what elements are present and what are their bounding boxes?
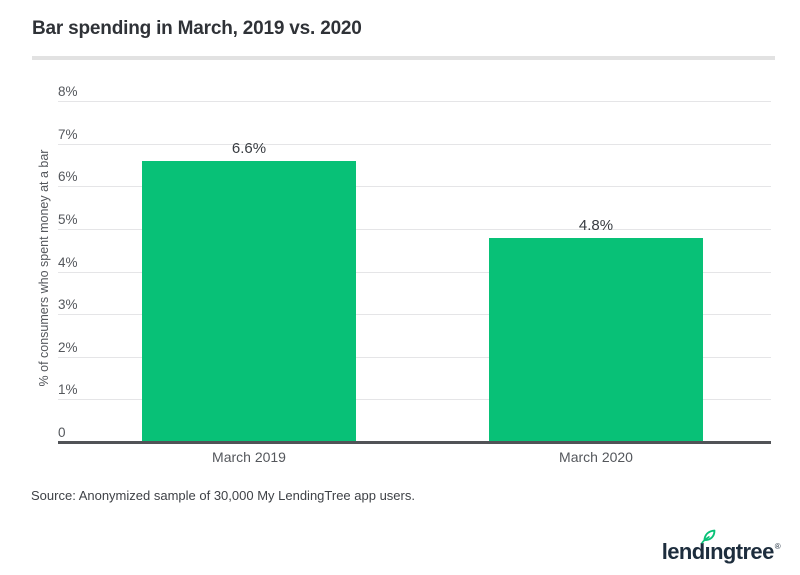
y-tick-label-3%: 3% — [58, 297, 78, 313]
gridline-2% — [58, 356, 771, 358]
gridline-7% — [58, 143, 771, 145]
x-axis-line — [58, 441, 771, 444]
gridline-8% — [58, 101, 771, 103]
y-tick-label-1%: 1% — [58, 382, 78, 398]
gridline-5% — [58, 229, 771, 230]
y-tick-label-0: 0 — [58, 425, 66, 440]
bar-value-label: 4.8% — [578, 217, 614, 234]
title-divider — [32, 56, 775, 60]
y-tick-label-7%: 7% — [58, 126, 78, 142]
leaf-icon — [701, 529, 716, 544]
gridline-4% — [58, 271, 771, 273]
logo-text-lend: lend — [661, 539, 705, 564]
logo-letter-i: ı — [701, 529, 716, 564]
logo-text-ngtree: ngtree — [710, 539, 774, 564]
chart-title: Bar spending in March, 2019 vs. 2020 — [32, 18, 362, 39]
registered-mark: ® — [774, 542, 781, 551]
source-note: Source: Anonymized sample of 30,000 My L… — [31, 488, 415, 503]
gridline-6% — [58, 186, 771, 188]
bar-march-2020 — [489, 238, 703, 442]
lendingtree-logo: lend ıngtree® — [661, 529, 781, 565]
bar-march-2019 — [142, 161, 356, 442]
y-tick-label-2%: 2% — [58, 339, 78, 355]
y-tick-label-5%: 5% — [58, 212, 78, 227]
gridline-1% — [58, 399, 771, 401]
y-tick-label-4%: 4% — [58, 254, 78, 270]
y-tick-label-8%: 8% — [58, 84, 78, 100]
y-tick-label-6%: 6% — [58, 169, 78, 185]
gridline-3% — [58, 314, 771, 316]
logo-dotless-i: ı — [704, 539, 711, 564]
x-category-label: March 2020 — [559, 449, 633, 465]
y-axis-label: % of consumers who spent money at a bar — [37, 149, 51, 387]
x-category-label: March 2019 — [212, 449, 286, 465]
bar-value-label: 6.6% — [231, 140, 267, 157]
